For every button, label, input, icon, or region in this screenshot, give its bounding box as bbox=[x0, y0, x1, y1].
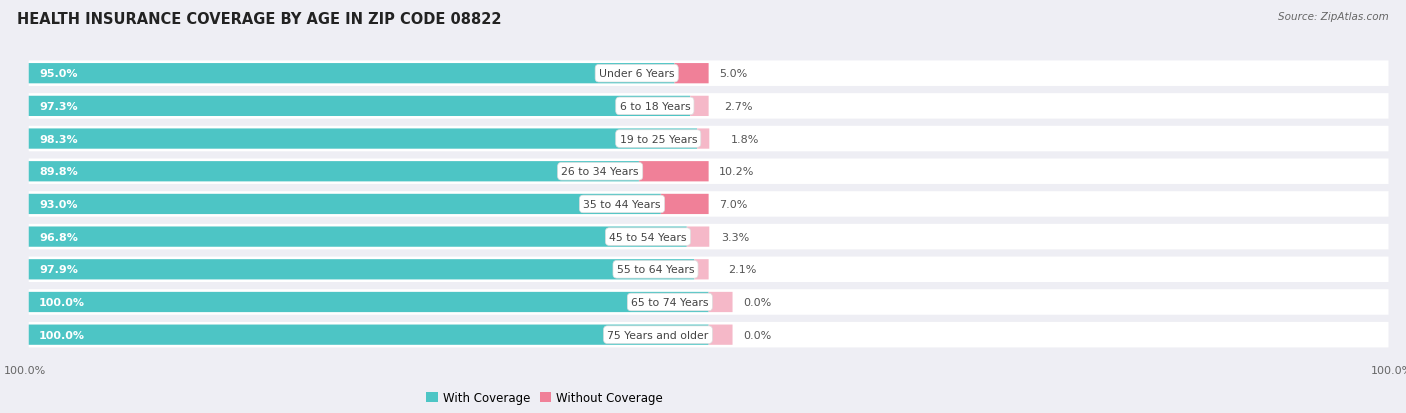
Text: 75 Years and older: 75 Years and older bbox=[607, 330, 709, 340]
Text: 65 to 74 Years: 65 to 74 Years bbox=[631, 297, 709, 307]
FancyBboxPatch shape bbox=[695, 259, 709, 280]
FancyBboxPatch shape bbox=[675, 64, 709, 84]
Text: 97.9%: 97.9% bbox=[39, 265, 77, 275]
FancyBboxPatch shape bbox=[686, 227, 709, 247]
Text: 3.3%: 3.3% bbox=[721, 232, 749, 242]
FancyBboxPatch shape bbox=[28, 227, 686, 247]
Text: 2.7%: 2.7% bbox=[724, 102, 752, 112]
Text: 7.0%: 7.0% bbox=[718, 199, 747, 209]
FancyBboxPatch shape bbox=[28, 224, 1389, 250]
Text: 26 to 34 Years: 26 to 34 Years bbox=[561, 167, 638, 177]
FancyBboxPatch shape bbox=[28, 64, 675, 84]
Text: 6 to 18 Years: 6 to 18 Years bbox=[620, 102, 690, 112]
Text: Source: ZipAtlas.com: Source: ZipAtlas.com bbox=[1278, 12, 1389, 22]
Text: 19 to 25 Years: 19 to 25 Years bbox=[620, 134, 697, 144]
FancyBboxPatch shape bbox=[28, 192, 1389, 217]
Text: 95.0%: 95.0% bbox=[39, 69, 77, 79]
FancyBboxPatch shape bbox=[28, 195, 661, 214]
FancyBboxPatch shape bbox=[28, 61, 1389, 87]
FancyBboxPatch shape bbox=[28, 325, 709, 345]
Text: 55 to 64 Years: 55 to 64 Years bbox=[617, 265, 695, 275]
FancyBboxPatch shape bbox=[28, 292, 709, 312]
FancyBboxPatch shape bbox=[28, 322, 1389, 348]
Text: 100.0%: 100.0% bbox=[39, 330, 84, 340]
FancyBboxPatch shape bbox=[28, 129, 697, 150]
Text: 10.2%: 10.2% bbox=[718, 167, 754, 177]
Text: 96.8%: 96.8% bbox=[39, 232, 77, 242]
FancyBboxPatch shape bbox=[28, 162, 638, 182]
FancyBboxPatch shape bbox=[661, 195, 709, 214]
FancyBboxPatch shape bbox=[28, 257, 1389, 282]
Text: 100.0%: 100.0% bbox=[39, 297, 84, 307]
FancyBboxPatch shape bbox=[697, 129, 709, 150]
Text: HEALTH INSURANCE COVERAGE BY AGE IN ZIP CODE 08822: HEALTH INSURANCE COVERAGE BY AGE IN ZIP … bbox=[17, 12, 502, 27]
Text: 93.0%: 93.0% bbox=[39, 199, 77, 209]
Text: 5.0%: 5.0% bbox=[718, 69, 747, 79]
Text: 1.8%: 1.8% bbox=[731, 134, 759, 144]
Text: 2.1%: 2.1% bbox=[728, 265, 756, 275]
FancyBboxPatch shape bbox=[28, 97, 690, 117]
Text: 35 to 44 Years: 35 to 44 Years bbox=[583, 199, 661, 209]
Legend: With Coverage, Without Coverage: With Coverage, Without Coverage bbox=[422, 387, 668, 409]
FancyBboxPatch shape bbox=[28, 159, 1389, 185]
Text: 98.3%: 98.3% bbox=[39, 134, 77, 144]
Text: Under 6 Years: Under 6 Years bbox=[599, 69, 675, 79]
Text: 97.3%: 97.3% bbox=[39, 102, 77, 112]
FancyBboxPatch shape bbox=[28, 126, 1389, 152]
FancyBboxPatch shape bbox=[28, 290, 1389, 315]
FancyBboxPatch shape bbox=[709, 325, 733, 345]
FancyBboxPatch shape bbox=[28, 94, 1389, 119]
Text: 89.8%: 89.8% bbox=[39, 167, 77, 177]
FancyBboxPatch shape bbox=[638, 162, 709, 182]
Text: 0.0%: 0.0% bbox=[742, 297, 770, 307]
FancyBboxPatch shape bbox=[28, 259, 695, 280]
FancyBboxPatch shape bbox=[690, 97, 709, 117]
Text: 0.0%: 0.0% bbox=[742, 330, 770, 340]
Text: 45 to 54 Years: 45 to 54 Years bbox=[609, 232, 686, 242]
FancyBboxPatch shape bbox=[709, 292, 733, 312]
